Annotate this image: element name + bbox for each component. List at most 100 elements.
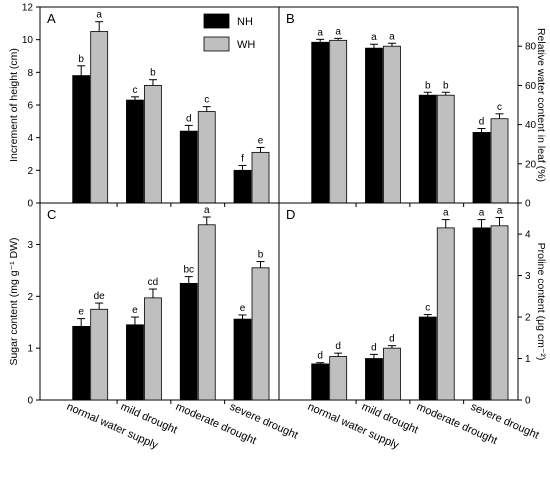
- bar-wh: [90, 31, 109, 204]
- y-tick-label: 0: [525, 396, 531, 407]
- significance-letter: b: [78, 54, 84, 65]
- significance-letter: a: [371, 32, 377, 43]
- y-tick-label: 0: [27, 396, 33, 407]
- bar-nh: [179, 282, 198, 401]
- bar-nh: [418, 94, 437, 204]
- y-tick-label: 1: [27, 344, 33, 355]
- y-tick-label: 3: [525, 271, 531, 282]
- bar-wh: [436, 94, 455, 204]
- significance-letter: c: [425, 303, 430, 314]
- bar-nh: [233, 318, 252, 401]
- significance-letter: d: [389, 334, 395, 345]
- significance-letter: b: [150, 68, 156, 79]
- bar-nh: [365, 358, 383, 401]
- bar-wh: [251, 267, 270, 401]
- panel-label: B: [286, 11, 295, 26]
- y-tick-label: 2: [27, 166, 33, 177]
- y-tick-label: 1: [525, 354, 531, 365]
- bar-nh: [233, 169, 252, 204]
- y-tick-label: 40: [525, 120, 537, 131]
- legend-label-nh: NH: [237, 16, 253, 28]
- panel-label: C: [47, 207, 56, 222]
- bar-nh: [72, 325, 91, 401]
- significance-letter: d: [335, 341, 341, 352]
- significance-letter: bc: [183, 265, 194, 276]
- y-tick-label: 8: [27, 68, 33, 79]
- bar-wh: [383, 347, 401, 401]
- bar-wh: [383, 45, 401, 204]
- significance-letter: f: [241, 153, 244, 164]
- significance-letter: d: [479, 117, 485, 128]
- significance-letter: b: [443, 80, 449, 91]
- y-axis-label: Increment of height (cm): [8, 48, 20, 162]
- y-axis-label: Sugar content (mg g⁻¹ DW): [8, 237, 20, 365]
- legend-swatch-nh: [203, 13, 230, 29]
- bar-wh: [329, 356, 348, 401]
- significance-letter: cd: [148, 277, 159, 288]
- bar-nh: [311, 41, 330, 204]
- significance-letter: a: [497, 206, 503, 217]
- bar-wh: [329, 39, 348, 204]
- significance-letter: a: [479, 208, 485, 219]
- category-label: normal water supply: [306, 401, 401, 452]
- significance-letter: e: [240, 303, 246, 314]
- bar-nh: [472, 227, 491, 401]
- category-labels-left: normal water supply mild drought moderat…: [65, 401, 300, 452]
- significance-letter: a: [389, 31, 395, 42]
- bar-wh: [144, 85, 162, 204]
- significance-letter: e: [258, 135, 264, 146]
- bar-wh: [436, 227, 455, 401]
- bar-nh: [126, 324, 144, 401]
- significance-letter: c: [132, 85, 137, 96]
- legend: NH WH: [203, 13, 255, 52]
- y-tick-label: 2: [525, 313, 531, 324]
- legend-swatch-wh: [203, 36, 230, 52]
- y-tick-label: 12: [22, 3, 34, 14]
- y-tick-label: 0: [27, 199, 33, 210]
- panel-label: A: [47, 11, 56, 26]
- significance-letter: a: [204, 205, 210, 216]
- category-label: normal water supply: [65, 401, 160, 452]
- bar-wh: [490, 225, 509, 401]
- category-labels-right: normal water supply mild drought moderat…: [306, 401, 541, 452]
- panel-d: 0 1 2 3 4 Proline content (μg cm⁻²) Dd d d d c a a a: [278, 202, 547, 407]
- bar-wh: [251, 151, 270, 204]
- bar-wh: [490, 118, 509, 204]
- significance-letter: b: [258, 250, 264, 261]
- bar-wh: [144, 297, 162, 401]
- significance-letter: d: [371, 342, 377, 353]
- y-tick-label: 60: [525, 81, 537, 92]
- y-tick-label: 2: [27, 292, 33, 303]
- y-axis-label: Proline content (μg cm⁻²): [535, 243, 547, 361]
- significance-letter: d: [317, 351, 323, 362]
- significance-letter: c: [204, 95, 209, 106]
- y-tick-label: 4: [27, 133, 33, 144]
- y-tick-label: 4: [525, 230, 531, 241]
- significance-letter: de: [94, 291, 106, 302]
- legend-label-wh: WH: [237, 39, 255, 51]
- bar-wh: [197, 224, 216, 401]
- significance-letter: a: [335, 26, 341, 37]
- y-tick-label: 20: [525, 159, 537, 170]
- bar-nh: [126, 99, 144, 204]
- significance-letter: e: [132, 305, 138, 316]
- significance-letter: b: [425, 80, 431, 91]
- bar-wh: [90, 308, 109, 401]
- significance-letter: c: [497, 102, 502, 113]
- y-axis-label: Relative water content in leaf (%): [535, 28, 547, 182]
- y-tick-label: 3: [27, 240, 33, 251]
- significance-letter: a: [317, 27, 323, 38]
- y-tick-label: 6: [27, 101, 33, 112]
- significance-letter: a: [96, 10, 102, 21]
- significance-letter: a: [443, 208, 449, 219]
- y-tick-label: 80: [525, 42, 537, 53]
- significance-letter: e: [78, 307, 84, 318]
- bar-nh: [311, 363, 330, 401]
- bar-nh: [418, 316, 437, 401]
- bar-nh: [365, 47, 383, 204]
- y-tick-label: 0: [525, 199, 531, 210]
